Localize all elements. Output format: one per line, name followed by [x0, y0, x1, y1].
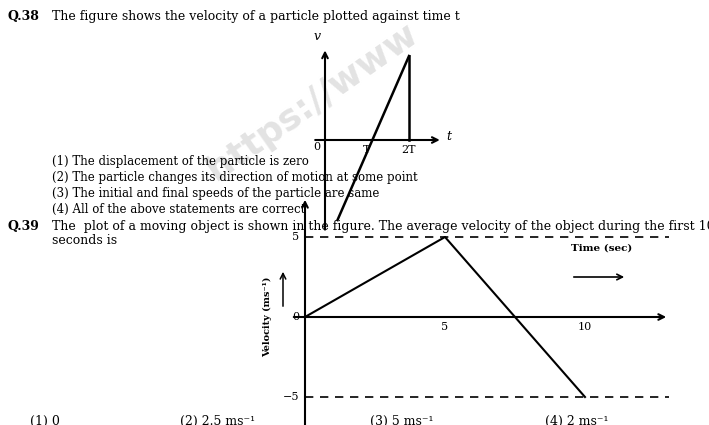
- Text: The figure shows the velocity of a particle plotted against time t: The figure shows the velocity of a parti…: [52, 10, 459, 23]
- Text: (1) 0: (1) 0: [30, 415, 60, 425]
- Text: 5: 5: [442, 322, 449, 332]
- Text: (2) The particle changes its direction of motion at some point: (2) The particle changes its direction o…: [52, 171, 418, 184]
- Text: Time (sec): Time (sec): [571, 244, 632, 253]
- Text: Q.38: Q.38: [8, 10, 40, 23]
- Text: (3) 5 ms⁻¹: (3) 5 ms⁻¹: [370, 415, 433, 425]
- Text: The  plot of a moving object is shown in the figure. The average velocity of the: The plot of a moving object is shown in …: [52, 220, 709, 233]
- Text: https://www: https://www: [200, 17, 423, 187]
- Text: 0: 0: [292, 312, 299, 322]
- Text: (4) All of the above statements are correct: (4) All of the above statements are corr…: [52, 203, 306, 216]
- Text: (1) The displacement of the particle is zero: (1) The displacement of the particle is …: [52, 155, 309, 168]
- Text: −5: −5: [282, 392, 299, 402]
- Text: v: v: [314, 31, 321, 43]
- Text: (4) 2 ms⁻¹: (4) 2 ms⁻¹: [545, 415, 608, 425]
- Text: t: t: [447, 130, 452, 142]
- Text: (3) The initial and final speeds of the particle are same: (3) The initial and final speeds of the …: [52, 187, 379, 200]
- Text: (2) 2.5 ms⁻¹: (2) 2.5 ms⁻¹: [180, 415, 255, 425]
- Text: 5: 5: [292, 232, 299, 242]
- Text: 10: 10: [578, 322, 592, 332]
- Text: 0: 0: [313, 142, 320, 152]
- Text: seconds is: seconds is: [52, 234, 117, 247]
- Text: Q.39: Q.39: [8, 220, 40, 233]
- Text: 2T: 2T: [402, 145, 416, 155]
- Text: Velocity (ms⁻¹): Velocity (ms⁻¹): [262, 277, 272, 357]
- Text: T: T: [363, 145, 371, 155]
